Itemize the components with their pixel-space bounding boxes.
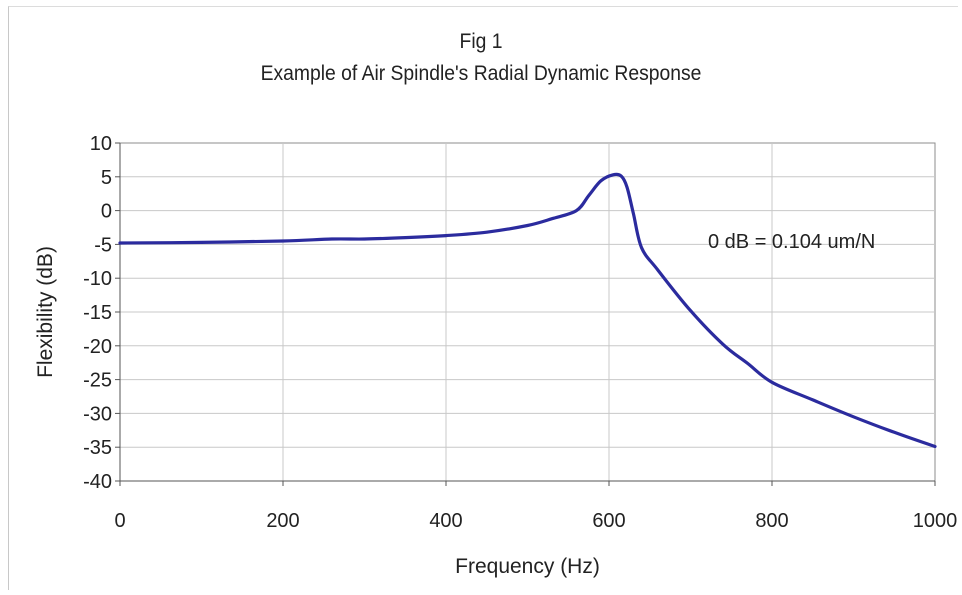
y-tick-label: -25 — [83, 370, 112, 392]
y-tick-label: -5 — [94, 234, 112, 256]
y-tick-label: -20 — [83, 336, 112, 358]
y-tick-label: -10 — [83, 268, 112, 290]
data-point — [118, 241, 122, 245]
data-point — [746, 362, 749, 365]
data-point — [811, 398, 814, 402]
chart-subtitle: Example of Air Spindle's Radial Dynamic … — [260, 62, 702, 85]
data-point — [575, 209, 578, 212]
data-point — [404, 236, 407, 239]
grid — [120, 143, 935, 481]
series-layer — [118, 172, 937, 449]
y-tick-label: -35 — [83, 437, 112, 459]
x-tick-label: 400 — [429, 510, 462, 532]
data-point — [526, 224, 529, 227]
chart-frame — [8, 6, 958, 590]
data-point — [933, 445, 937, 448]
data-point — [640, 246, 643, 249]
y-tick-label: -30 — [83, 403, 112, 425]
x-tick-label: 200 — [266, 510, 299, 532]
data-point — [485, 231, 488, 234]
data-point — [587, 194, 590, 197]
y-axis-label: Flexibility (dB) — [34, 246, 57, 378]
y-tick-label: -15 — [83, 302, 112, 324]
chart-title: Fig 1 — [459, 30, 503, 53]
data-point — [281, 239, 285, 243]
data-point — [363, 237, 366, 241]
y-tick-label: 10 — [90, 133, 112, 155]
data-point — [550, 217, 554, 220]
data-point — [770, 381, 774, 384]
x-tick-label: 1000 — [913, 510, 958, 532]
axes — [115, 142, 936, 486]
data-point — [620, 174, 623, 178]
data-point — [330, 237, 334, 241]
data-point — [893, 431, 896, 434]
x-tick-label: 800 — [755, 510, 788, 532]
x-tick-label: 600 — [592, 510, 625, 532]
y-tick-label: 5 — [101, 167, 112, 189]
data-point — [721, 343, 725, 346]
data-point — [444, 234, 448, 237]
data-point — [599, 179, 602, 183]
data-point — [611, 173, 615, 176]
y-tick-label: -40 — [83, 471, 112, 493]
data-point — [632, 212, 635, 216]
y-tick-label: 0 — [101, 201, 112, 223]
data-point — [656, 268, 660, 272]
data-point — [200, 241, 203, 244]
data-point — [689, 309, 692, 312]
x-axis-label: Frequency (Hz) — [455, 555, 600, 578]
data-point — [625, 185, 629, 189]
scale-annotation: 0 dB = 0.104 um/N — [708, 231, 875, 253]
x-tick-label: 0 — [114, 510, 125, 532]
data-point — [852, 415, 855, 418]
